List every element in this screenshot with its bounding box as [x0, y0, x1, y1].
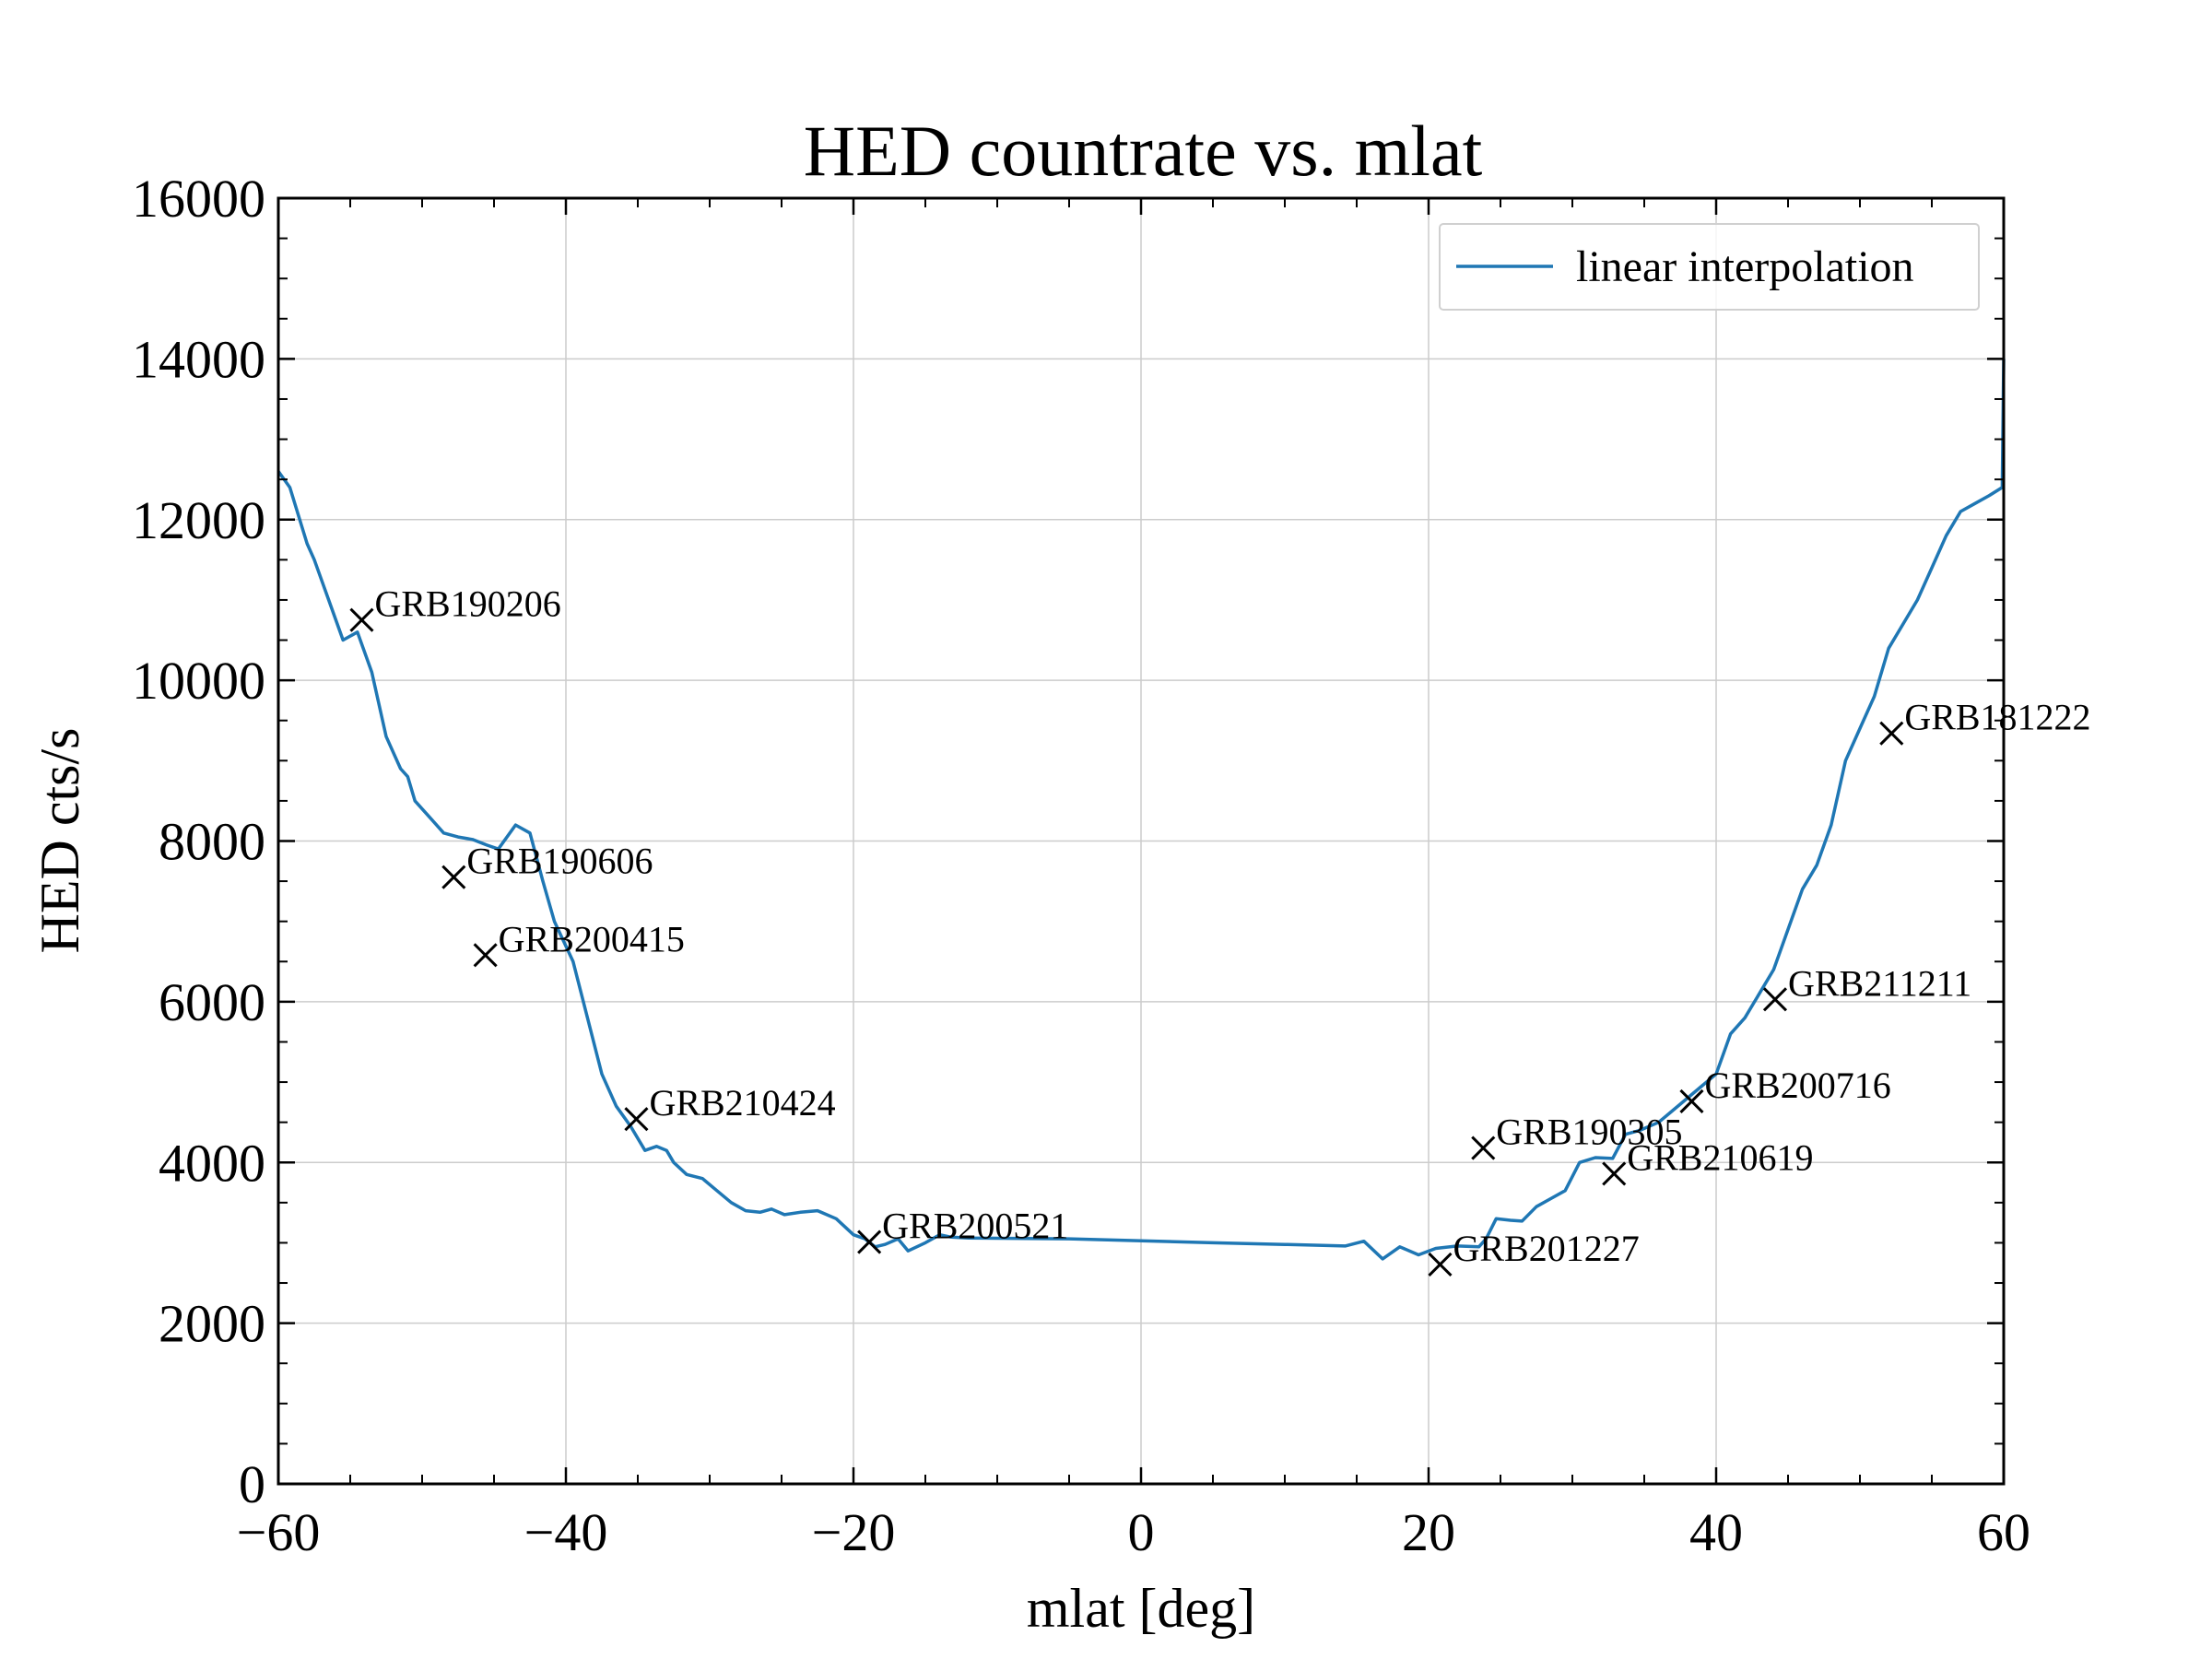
grb-marker: GRB211211 — [1762, 962, 1971, 1012]
grb-marker: GRB210619 — [1602, 1136, 1813, 1186]
marker-layer: GRB190206 GRB190606 GRB200415 GRB210424 GRB2… — [349, 583, 2091, 1277]
x-tick-label: −60 — [237, 1502, 321, 1562]
marker-annotation: GRB190606 — [466, 841, 653, 882]
grb-marker: GRB181222 — [1879, 697, 2091, 746]
marker-annotation: GRB200716 — [1704, 1065, 1890, 1106]
y-tick-label: 8000 — [159, 812, 265, 872]
marker-annotation: GRB181222 — [1904, 697, 2090, 738]
grb-marker: GRB201227 — [1428, 1228, 1640, 1277]
legend-box — [1439, 223, 1980, 311]
marker-annotation: GRB190206 — [374, 583, 560, 625]
marker-annotation: GRB201227 — [1453, 1228, 1639, 1269]
y-tick-label: 12000 — [132, 490, 265, 550]
x-tick-label: −20 — [812, 1502, 896, 1562]
marker-x-stroke — [1428, 1252, 1453, 1277]
series-layer — [276, 359, 2006, 1261]
y-axis-label: HED cts/s — [29, 728, 90, 954]
marker-x-stroke — [1471, 1135, 1496, 1160]
x-axis-label: mlat [deg] — [1027, 1578, 1255, 1639]
marker-x-stroke — [441, 865, 466, 889]
y-tick-label: 4000 — [159, 1133, 265, 1193]
marker-annotation: GRB210619 — [1627, 1136, 1813, 1178]
y-tick-label: 10000 — [132, 651, 265, 711]
x-tick-label: 20 — [1402, 1502, 1455, 1562]
y-tick-label: 14000 — [132, 329, 265, 389]
grb-marker: GRB190606 — [441, 841, 653, 889]
grb-marker: GRB210424 — [624, 1082, 836, 1132]
grb-marker: GRB200716 — [1679, 1065, 1891, 1114]
marker-x-stroke — [1602, 1161, 1627, 1186]
marker-x-stroke — [473, 943, 498, 968]
legend: linear interpolation — [1439, 223, 1980, 311]
grid-lines — [278, 198, 2004, 1484]
grb-marker: GRB200415 — [473, 918, 685, 968]
legend-entry-label: linear interpolation — [1576, 242, 1914, 291]
marker-annotation: GRB211211 — [1788, 962, 1971, 1004]
marker-x-stroke — [349, 607, 374, 632]
marker-x-stroke — [857, 1230, 882, 1254]
grb-marker: GRB190206 — [349, 583, 561, 632]
x-tick-label: 0 — [1128, 1502, 1155, 1562]
grb-marker: GRB190305 — [1471, 1112, 1683, 1160]
series-line-linear-interpolation — [276, 359, 2006, 1261]
grb-marker: GRB200521 — [857, 1206, 1068, 1254]
x-tick-label: −40 — [524, 1502, 608, 1562]
y-tick-label: 16000 — [132, 169, 265, 229]
ticks: −60 −40 −20 0 20 40 60 0 2000 4000 6000 8000 10000 12… — [132, 169, 2030, 1562]
marker-x-stroke — [1679, 1088, 1704, 1114]
marker-annotation: GRB190305 — [1496, 1112, 1682, 1153]
marker-annotation: GRB200521 — [882, 1206, 1068, 1247]
marker-x-stroke — [1879, 721, 1904, 746]
x-tick-label: 60 — [1977, 1502, 2030, 1562]
marker-x-stroke — [624, 1107, 649, 1132]
y-tick-label: 0 — [239, 1454, 265, 1514]
marker-annotation: GRB210424 — [649, 1082, 835, 1124]
x-tick-label: 40 — [1689, 1502, 1743, 1562]
y-tick-label: 2000 — [159, 1294, 265, 1354]
chart-title: HED countrate vs. mlat — [804, 111, 1483, 191]
marker-annotation: GRB200415 — [499, 918, 685, 959]
marker-x-stroke — [1762, 987, 1788, 1012]
y-tick-label: 6000 — [159, 972, 265, 1032]
